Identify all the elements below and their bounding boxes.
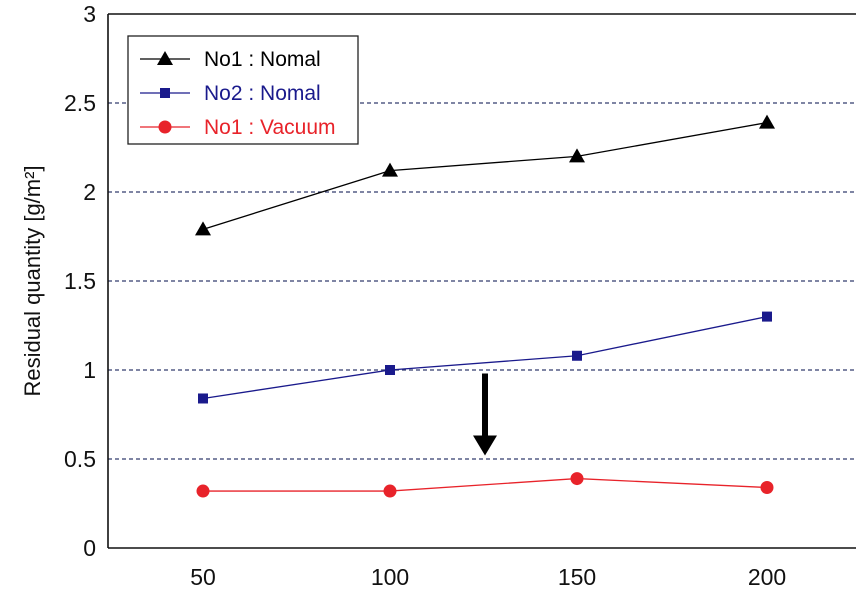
legend-marker: [160, 88, 170, 98]
x-tick-label: 200: [748, 564, 786, 590]
legend-marker: [158, 120, 172, 134]
annotation-layer: [473, 373, 497, 456]
data-point: [759, 114, 775, 129]
series-1: [195, 114, 775, 236]
legend-label: No1 : Vacuum: [204, 116, 336, 139]
y-axis-ticks: 0 0.5 1 1.5 2 2.5 3: [64, 1, 96, 561]
data-point: [570, 472, 584, 486]
series-2: [198, 311, 772, 404]
data-point: [195, 221, 211, 236]
legend: No1 : Nomal No2 : Nomal No1 : Vacuum: [127, 35, 359, 145]
series-layer: [195, 114, 775, 498]
data-point: [760, 480, 774, 494]
data-point: [383, 484, 397, 498]
legend-marker: [157, 51, 173, 65]
y-axis-label: Residual quantity [g/m²]: [20, 165, 45, 396]
grid-lines: [108, 102, 856, 460]
legend-label: No2 : Nomal: [204, 82, 321, 105]
data-point: [385, 365, 395, 375]
y-tick-label: 2: [83, 179, 96, 205]
data-point: [569, 148, 585, 163]
legend-label: No1 : Nomal: [204, 48, 321, 71]
data-point: [196, 484, 210, 498]
series-line: [203, 477, 768, 492]
x-tick-label: 100: [371, 564, 409, 590]
y-tick-label: 0: [83, 535, 96, 561]
legend-item: No1 : Nomal: [140, 48, 321, 71]
legend-item: No1 : Vacuum: [140, 116, 336, 139]
y-tick-label: 1: [83, 357, 96, 383]
series-3: [196, 472, 774, 498]
plot-frame: [107, 13, 856, 549]
y-tick-label: 0.5: [64, 446, 96, 472]
legend-item: No2 : Nomal: [140, 82, 321, 105]
y-tick-label: 3: [83, 1, 96, 27]
y-tick-label: 2.5: [64, 90, 96, 116]
x-axis-ticks: 50 100 150 200: [190, 564, 786, 590]
series-line: [202, 121, 768, 231]
data-point: [572, 350, 582, 361]
x-tick-label: 150: [558, 564, 596, 590]
data-point: [198, 393, 208, 404]
y-tick-label: 1.5: [64, 268, 96, 294]
data-point: [762, 311, 772, 322]
data-point: [382, 162, 398, 177]
series-line: [202, 315, 768, 400]
down-arrow-head: [473, 435, 497, 456]
x-tick-label: 50: [190, 564, 216, 590]
